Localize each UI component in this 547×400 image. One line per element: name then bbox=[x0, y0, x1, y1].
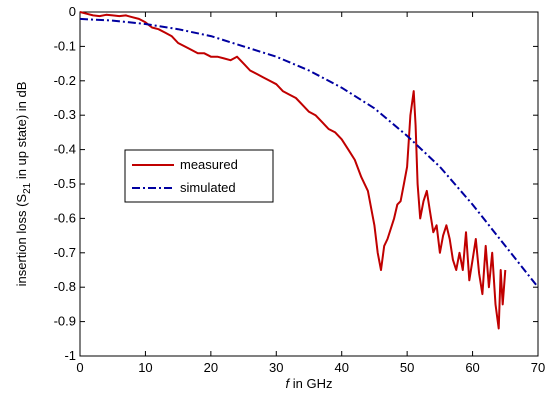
x-tick-label: 50 bbox=[400, 360, 414, 375]
x-tick-label: 30 bbox=[269, 360, 283, 375]
y-tick-label: -1 bbox=[64, 348, 76, 363]
x-tick-label: 60 bbox=[465, 360, 479, 375]
x-axis-ticks: 0 10 20 30 40 50 60 70 bbox=[76, 12, 545, 375]
y-tick-label: -0.7 bbox=[54, 245, 76, 260]
x-tick-label: 70 bbox=[531, 360, 545, 375]
legend-box bbox=[124, 149, 274, 203]
y-tick-label: -0.9 bbox=[54, 314, 76, 329]
series-line-simulated bbox=[79, 17, 539, 288]
y-tick-label: -0.1 bbox=[54, 38, 76, 53]
y-tick-label: -0.8 bbox=[54, 279, 76, 294]
legend-label-measured: measured bbox=[180, 157, 238, 172]
y-tick-label: -0.2 bbox=[54, 73, 76, 88]
x-tick-label: 0 bbox=[76, 360, 83, 375]
series-lines bbox=[79, 11, 539, 330]
y-axis-label: insertion loss (S21 in up state) in dB bbox=[14, 82, 33, 287]
x-tick-label: 40 bbox=[334, 360, 348, 375]
y-tick-label: -0.4 bbox=[54, 142, 76, 157]
y-tick-label: -0.5 bbox=[54, 176, 76, 191]
y-axis-ticks: 0 -0.1 -0.2 -0.3 -0.4 -0.5 -0.6 -0.7 -0.8 -0.9 -1 bbox=[54, 4, 538, 363]
y-tick-label: 0 bbox=[69, 4, 76, 19]
y-tick-label: -0.3 bbox=[54, 107, 76, 122]
x-tick-label: 20 bbox=[204, 360, 218, 375]
series-line-measured bbox=[79, 11, 507, 330]
legend-label-simulated: simulated bbox=[180, 180, 236, 195]
x-tick-label: 10 bbox=[138, 360, 152, 375]
y-tick-label: -0.6 bbox=[54, 210, 76, 225]
legend: measured simulated bbox=[124, 149, 274, 203]
x-axis-label: f in GHz bbox=[286, 376, 333, 391]
